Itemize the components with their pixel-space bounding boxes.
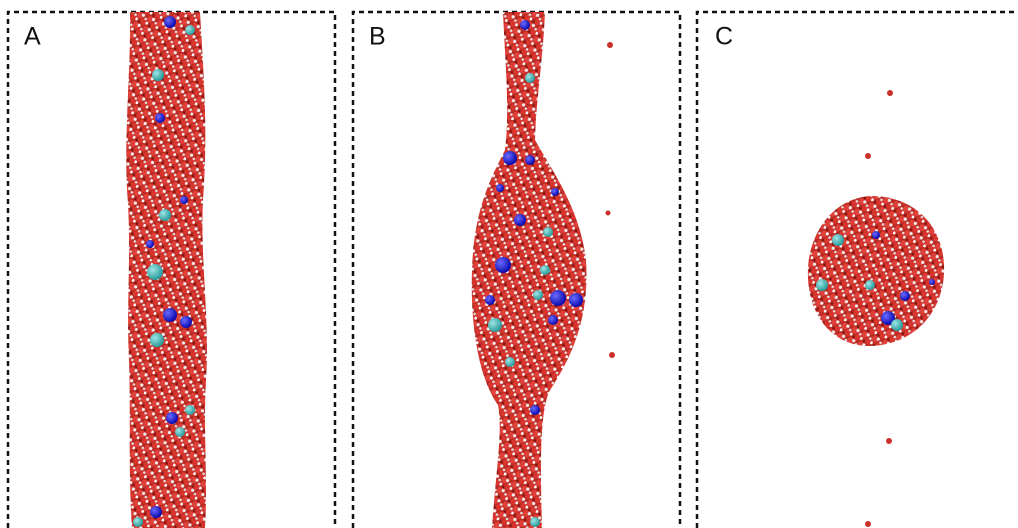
ions <box>133 16 195 527</box>
panel-c: C <box>695 10 1018 528</box>
panel-label: C <box>715 23 733 51</box>
panel-label: A <box>24 23 41 51</box>
droplets <box>605 42 615 358</box>
ions <box>485 20 583 527</box>
water-droplet <box>807 195 945 346</box>
droplets <box>865 90 893 527</box>
water-column <box>126 12 207 528</box>
panel-label: B <box>369 23 386 51</box>
ions <box>816 231 935 331</box>
panel-b: B <box>351 10 682 528</box>
panel-frame <box>695 10 1018 528</box>
panel-a: A <box>6 10 337 528</box>
water-bulge <box>471 12 587 528</box>
